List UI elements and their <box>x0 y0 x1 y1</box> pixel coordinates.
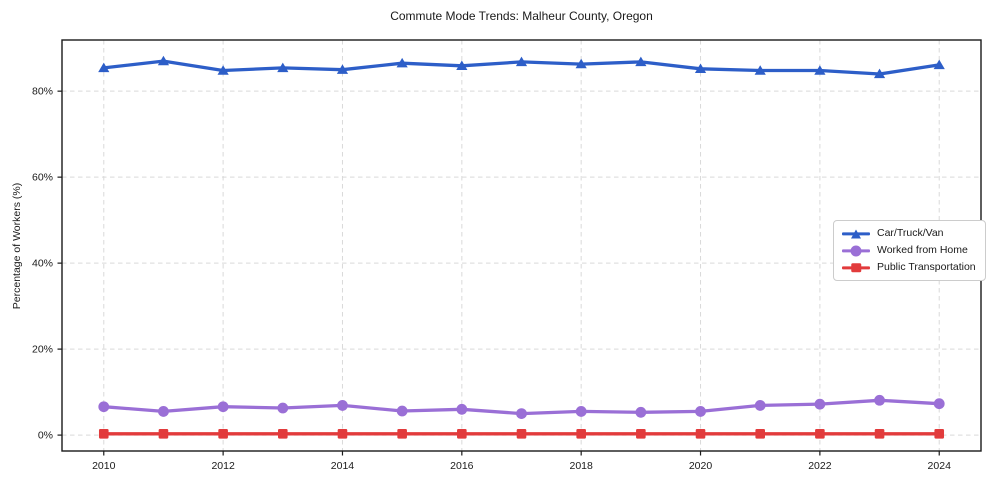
circle-marker <box>456 403 468 415</box>
triangle-marker <box>456 60 468 70</box>
circle-marker <box>874 394 885 406</box>
square-marker <box>397 429 407 439</box>
triangle-marker <box>814 65 826 75</box>
square-marker <box>934 429 945 439</box>
circle-marker <box>635 406 647 418</box>
triangle-marker-icon <box>851 229 861 239</box>
square-marker <box>576 429 586 439</box>
triangle-marker <box>217 65 229 75</box>
triangle-marker <box>694 63 707 74</box>
public-transportation-line-sample <box>842 262 870 274</box>
triangle-marker <box>754 65 766 75</box>
circle-marker <box>516 408 527 419</box>
square-marker <box>158 429 169 439</box>
triangle-marker <box>157 55 170 66</box>
car-truck-van-line-sample <box>842 228 870 240</box>
circle-marker <box>754 400 766 411</box>
circle-marker <box>337 400 348 411</box>
circle-marker <box>277 402 289 414</box>
y-tick-label: 20% <box>32 344 53 356</box>
triangle-marker <box>98 62 110 73</box>
circle-marker <box>158 406 169 417</box>
triangle-marker <box>515 56 528 67</box>
square-marker <box>337 429 348 439</box>
square-marker <box>815 429 825 439</box>
triangle-marker <box>336 64 349 74</box>
square-marker <box>695 429 706 439</box>
y-tick-label: 80% <box>32 86 53 98</box>
circle-marker <box>217 401 229 413</box>
circle-marker <box>814 398 826 410</box>
chart-title: Commute Mode Trends: Malheur County, Ore… <box>390 9 653 23</box>
circle-marker-icon <box>850 245 862 257</box>
triangle-marker <box>575 58 587 69</box>
circle-marker <box>98 401 110 413</box>
legend-item-worked-from-home: Worked from Home <box>842 244 976 257</box>
y-tick-label: 40% <box>32 258 53 270</box>
triangle-marker <box>873 68 886 79</box>
x-tick-label: 2020 <box>689 460 713 472</box>
square-marker <box>874 429 885 439</box>
x-tick-label: 2018 <box>569 460 593 472</box>
y-tick-label: 0% <box>38 430 53 442</box>
legend: Car/Truck/Van Worked from Home Public Tr… <box>833 220 986 282</box>
x-tick-label: 2022 <box>808 460 832 472</box>
square-marker <box>218 429 228 439</box>
square-marker <box>277 429 288 439</box>
legend-item-public-transportation: Public Transportation <box>842 261 976 274</box>
legend-label: Public Transportation <box>877 261 976 274</box>
x-tick-label: 2016 <box>450 460 474 472</box>
x-tick-label: 2010 <box>92 460 116 472</box>
triangle-marker <box>277 62 289 73</box>
legend-item-car-truck-van: Car/Truck/Van <box>842 227 976 240</box>
y-tick-label: 60% <box>32 172 53 184</box>
circle-marker <box>396 405 408 417</box>
square-marker <box>636 429 646 439</box>
square-marker <box>755 429 766 439</box>
legend-label: Worked from Home <box>877 244 968 257</box>
triangle-marker <box>933 59 945 70</box>
x-tick-label: 2014 <box>331 460 355 472</box>
circle-marker <box>933 398 945 410</box>
square-marker <box>457 429 467 439</box>
triangle-marker <box>396 57 408 68</box>
square-marker-icon <box>851 263 861 273</box>
circle-marker <box>695 406 706 417</box>
x-tick-label: 2012 <box>211 460 235 472</box>
x-tick-label: 2024 <box>928 460 952 472</box>
triangle-marker <box>635 56 647 67</box>
square-marker <box>516 429 527 439</box>
circle-marker <box>575 406 587 417</box>
worked-from-home-line-sample <box>842 245 870 257</box>
square-marker <box>98 429 109 439</box>
legend-label: Car/Truck/Van <box>877 227 944 239</box>
